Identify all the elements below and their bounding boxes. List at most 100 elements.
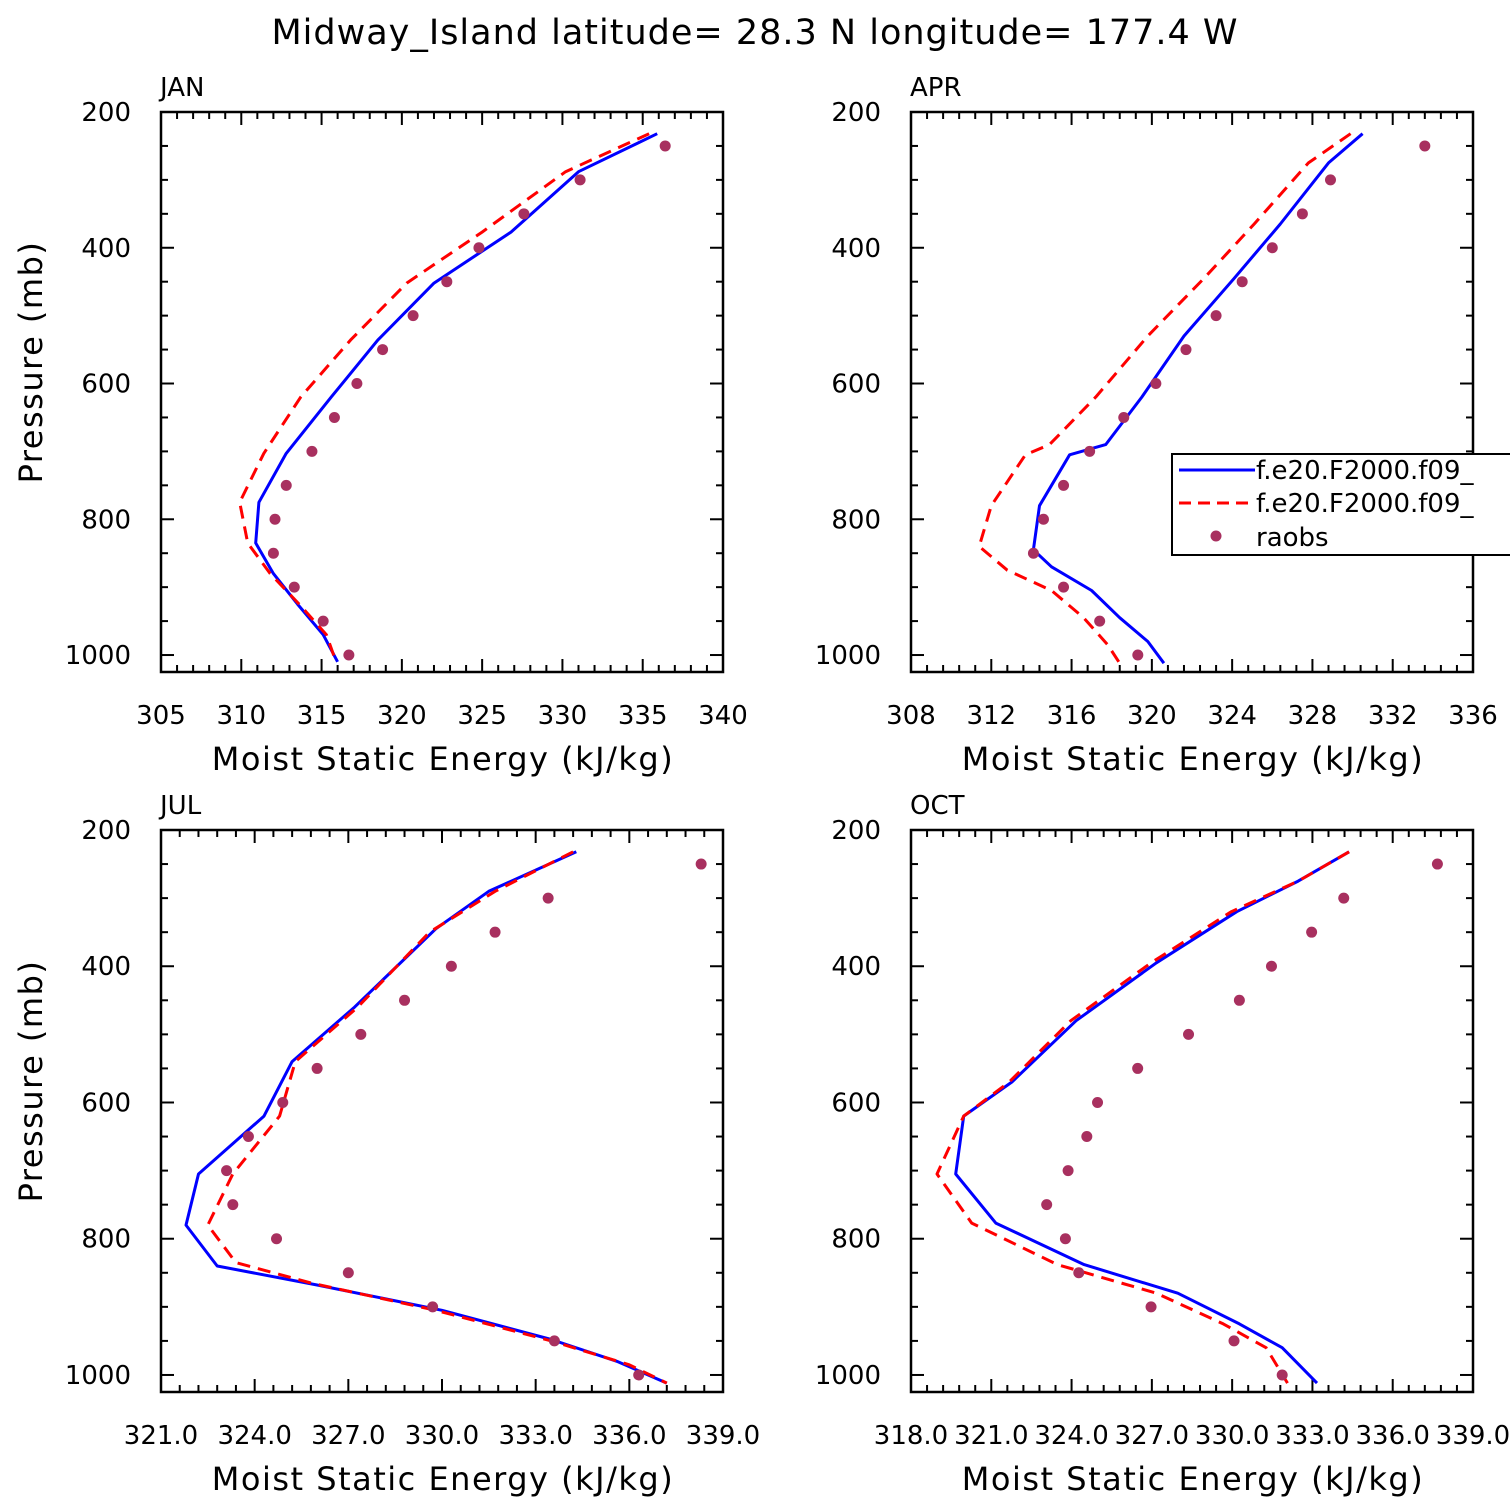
raobs-point	[306, 445, 318, 457]
x-tick-label: 340	[698, 701, 748, 731]
raobs-point	[1058, 479, 1070, 491]
model-dashed-line	[935, 850, 1350, 1384]
raobs-point	[1338, 892, 1350, 904]
legend-label: raobs	[1256, 523, 1329, 553]
x-tick-label: 325	[457, 701, 507, 731]
raobs-point	[518, 208, 530, 220]
series-group	[977, 132, 1431, 665]
x-tick-label: 339.0	[686, 1421, 760, 1451]
raobs-point	[1150, 378, 1162, 390]
y-tick-label: 600	[81, 370, 131, 400]
x-tick-label: 328	[1288, 701, 1338, 731]
model-dashed-line	[238, 132, 650, 663]
raobs-point	[1276, 1369, 1288, 1381]
panel-title: JAN	[158, 73, 204, 103]
x-tick-label: 320	[377, 701, 427, 731]
raobs-point	[227, 1199, 239, 1211]
x-tick-label: 324.0	[1034, 1421, 1108, 1451]
raobs-point	[1041, 1199, 1053, 1211]
series-group	[935, 850, 1443, 1385]
legend-dot-swatch	[1210, 530, 1222, 542]
x-tick-label: 327.0	[1115, 1421, 1189, 1451]
raobs-point	[1266, 242, 1278, 254]
y-tick-label: 800	[81, 505, 131, 535]
raobs-point	[1306, 926, 1318, 938]
raobs-point	[1210, 310, 1222, 322]
x-tick-label: 336.0	[592, 1421, 666, 1451]
raobs-point	[1081, 1131, 1093, 1143]
plot-frame	[159, 828, 725, 1394]
y-tick-label: 600	[831, 370, 881, 400]
raobs-point	[267, 547, 279, 559]
raobs-point	[489, 926, 501, 938]
panels: JAN 305 310 315 320 325 330 335 340 200 400 600 800 1…	[12, 73, 1510, 1498]
panel-title: JUL	[158, 791, 202, 821]
raobs-point	[1062, 1165, 1074, 1177]
raobs-point	[1092, 1096, 1104, 1108]
raobs-point	[1419, 140, 1431, 152]
y-tick-label: 400	[81, 234, 131, 264]
x-tick-label: 310	[216, 701, 266, 731]
raobs-point	[1296, 208, 1308, 220]
model-dashed-line	[977, 132, 1352, 665]
y-axis-label: Pressure (mb)	[12, 960, 50, 1203]
model-solid-line	[184, 850, 668, 1385]
raobs-point	[355, 1028, 367, 1040]
raobs-point	[1431, 858, 1443, 870]
raobs-point	[633, 1369, 645, 1381]
raobs-point	[277, 1096, 289, 1108]
legend-label: f.e20.F2000.f09_	[1256, 456, 1474, 486]
raobs-point	[445, 960, 457, 972]
series-group	[184, 850, 707, 1385]
raobs-point	[1145, 1301, 1157, 1313]
y-tick-label: 200	[831, 816, 881, 846]
raobs-point	[1132, 649, 1144, 661]
raobs-point	[548, 1335, 560, 1347]
x-tick-label: 318.0	[874, 1421, 948, 1451]
panel-apr: APR 308 312 316 320 324 328 332 336 200 400 600 800 1…	[815, 73, 1498, 778]
x-axis-label: Moist Static Energy (kJ/kg)	[212, 1460, 674, 1498]
model-solid-line	[1031, 132, 1364, 665]
raobs-point	[317, 615, 329, 627]
x-tick-label: 320	[1127, 701, 1177, 731]
x-tick-label: 324	[1207, 701, 1257, 731]
panel-title: APR	[910, 73, 962, 103]
raobs-point	[1027, 547, 1039, 559]
raobs-point	[441, 276, 453, 288]
raobs-point	[1236, 276, 1248, 288]
y-tick-label: 400	[831, 952, 881, 982]
x-tick-label: 305	[136, 701, 186, 731]
y-tick-label: 600	[831, 1088, 881, 1118]
x-axis-label: Moist Static Energy (kJ/kg)	[962, 1460, 1424, 1498]
raobs-point	[269, 513, 281, 525]
raobs-point	[1118, 411, 1130, 423]
panel-title: OCT	[910, 791, 965, 821]
x-axis-label: Moist Static Energy (kJ/kg)	[212, 740, 674, 778]
raobs-point	[1183, 1028, 1195, 1040]
model-solid-line	[954, 850, 1350, 1385]
y-tick-label: 800	[831, 505, 881, 535]
figure-title: Midway_Island latitude= 28.3 N longitude…	[271, 13, 1238, 53]
x-tick-label: 333.0	[1275, 1421, 1349, 1451]
y-tick-label: 1000	[65, 1361, 131, 1391]
x-tick-label: 327.0	[311, 1421, 385, 1451]
x-tick-label: 333.0	[498, 1421, 572, 1451]
raobs-point	[343, 649, 355, 661]
model-dashed-line	[206, 850, 668, 1385]
raobs-point	[1233, 994, 1245, 1006]
model-solid-line	[254, 132, 658, 663]
x-tick-label: 321.0	[954, 1421, 1028, 1451]
raobs-point	[1073, 1267, 1085, 1279]
series-group	[238, 132, 671, 663]
x-tick-label: 316	[1047, 701, 1097, 731]
raobs-point	[574, 174, 586, 186]
raobs-point	[280, 479, 292, 491]
x-tick-label: 332	[1368, 701, 1418, 731]
y-tick-label: 200	[81, 98, 131, 128]
raobs-point	[1084, 445, 1096, 457]
panel-jan: JAN 305 310 315 320 325 330 335 340 200 400 600 800 1…	[12, 73, 748, 778]
plot-frame	[909, 828, 1475, 1394]
y-tick-label: 800	[831, 1225, 881, 1255]
raobs-point	[1094, 615, 1106, 627]
raobs-point	[377, 344, 389, 356]
